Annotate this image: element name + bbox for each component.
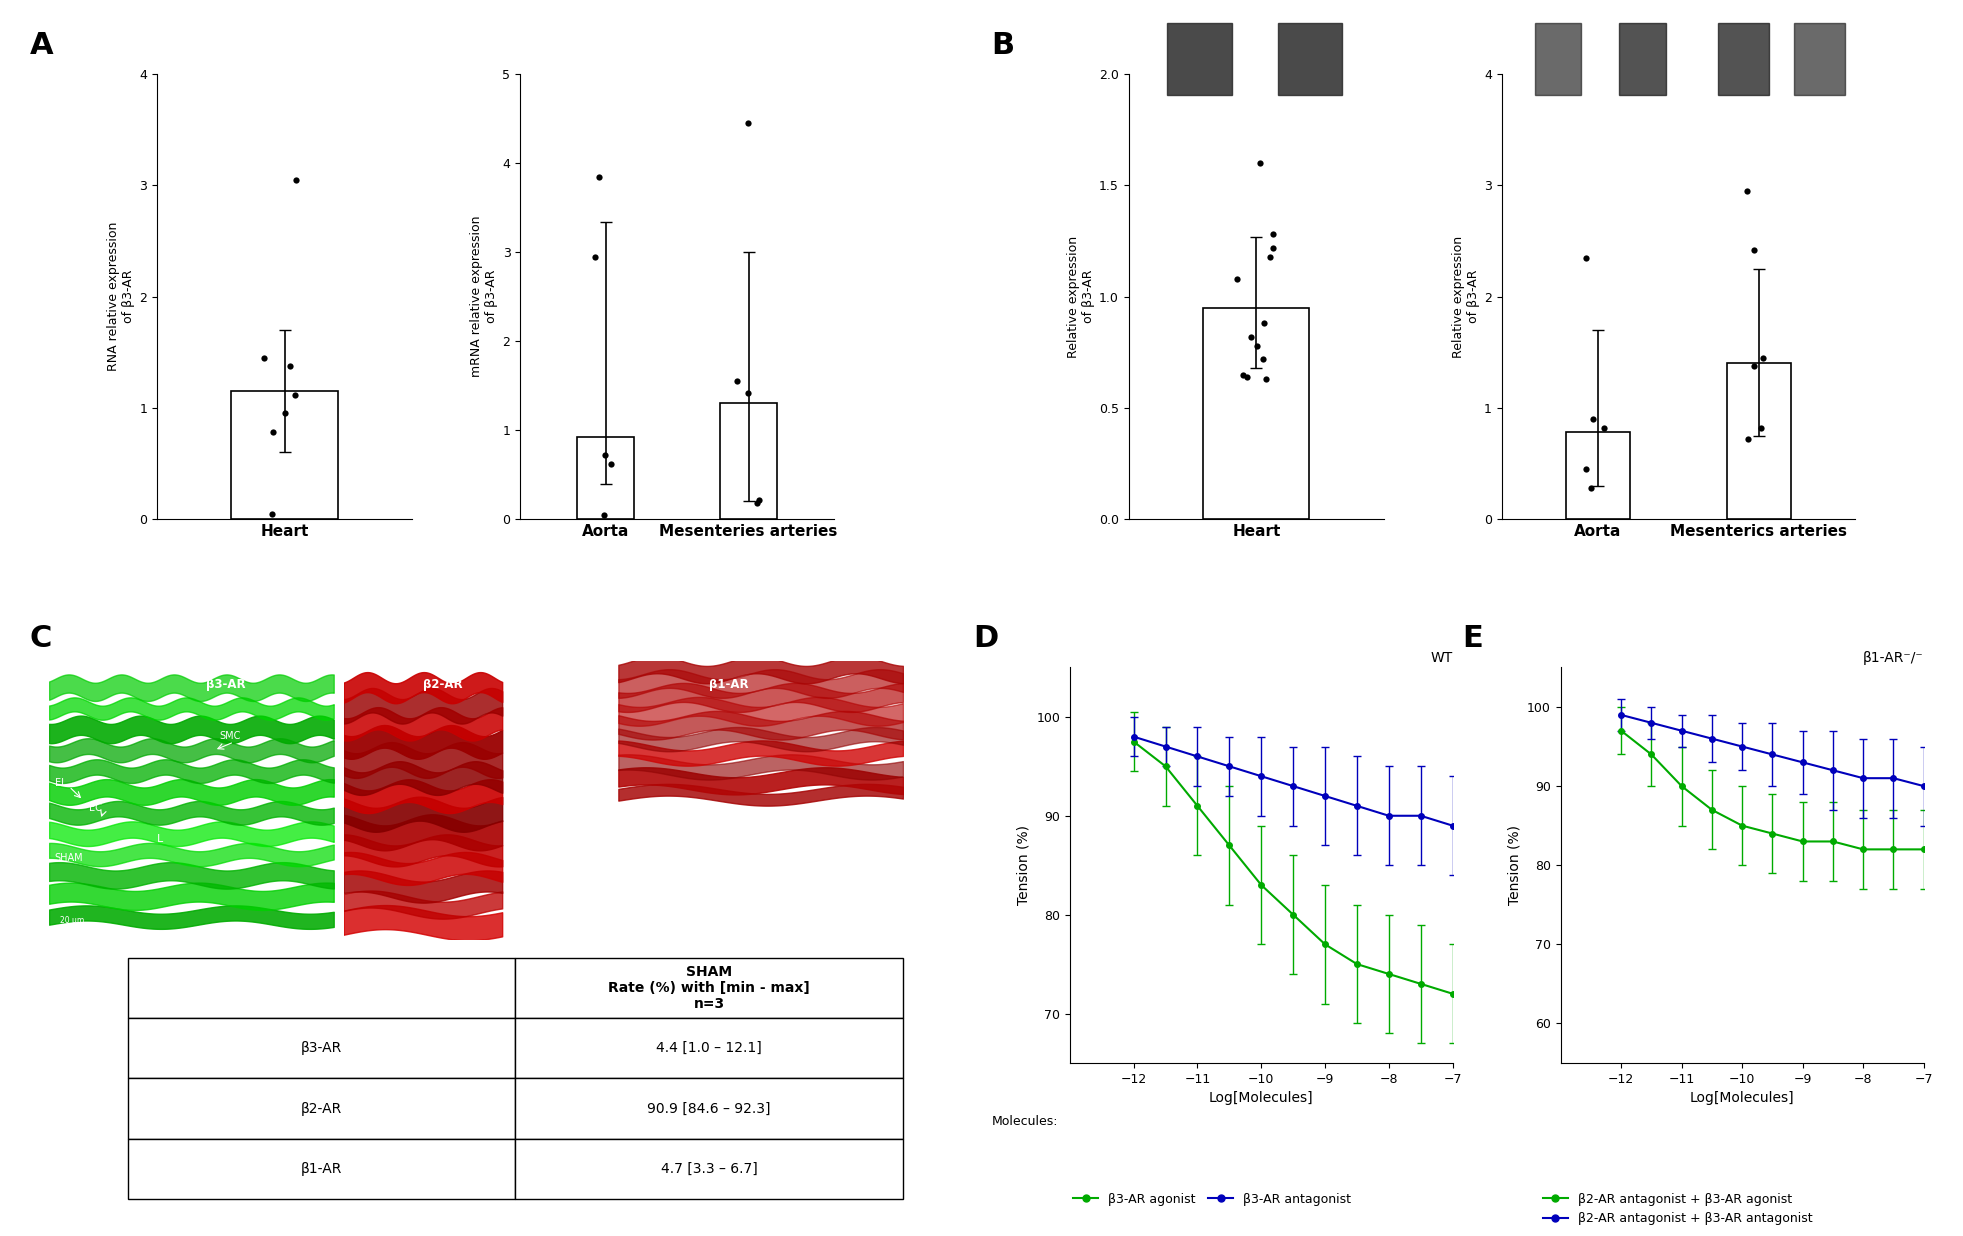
Text: β3-AR: β3-AR: [206, 677, 245, 691]
Text: L: L: [516, 826, 522, 836]
X-axis label: Log[Molecules]: Log[Molecules]: [1209, 1091, 1313, 1105]
Text: B: B: [991, 31, 1015, 59]
Text: WT: WT: [1431, 651, 1453, 665]
Legend: β3-AR agonist, β3-AR antagonist: β3-AR agonist, β3-AR antagonist: [1068, 1188, 1356, 1211]
Text: Molecules:: Molecules:: [991, 1115, 1058, 1128]
Bar: [720, 403, 777, 519]
Y-axis label: Tension (%): Tension (%): [1017, 826, 1031, 905]
Text: L: L: [738, 834, 744, 844]
Text: E: E: [1462, 624, 1484, 653]
Text: SHAM: SHAM: [55, 854, 82, 864]
Bar: [1718, 22, 1769, 95]
Text: β1-AR⁻/⁻: β1-AR⁻/⁻: [1863, 651, 1924, 665]
Bar: [577, 438, 634, 519]
Text: SMC: SMC: [220, 732, 241, 742]
Text: C: C: [29, 624, 51, 653]
Text: 20 μm: 20 μm: [61, 916, 84, 925]
Y-axis label: Tension (%): Tension (%): [1508, 826, 1521, 905]
Bar: [1535, 22, 1582, 95]
Text: EC: EC: [88, 803, 102, 813]
Bar: [232, 391, 338, 519]
Text: β2-AR: β2-AR: [422, 677, 463, 691]
Legend: β2-AR antagonist + β3-AR agonist, β2-AR antagonist + β3-AR antagonist: β2-AR antagonist + β3-AR agonist, β2-AR …: [1537, 1188, 1818, 1230]
Text: D: D: [974, 624, 999, 653]
Bar: [1619, 22, 1667, 95]
Text: β1-AR: β1-AR: [709, 677, 750, 691]
X-axis label: Log[Molecules]: Log[Molecules]: [1690, 1091, 1794, 1105]
Bar: [1566, 433, 1629, 519]
Y-axis label: Relative expression
of β3-AR: Relative expression of β3-AR: [1066, 236, 1095, 357]
Bar: [1203, 308, 1309, 519]
Text: EL: EL: [55, 779, 67, 789]
Y-axis label: mRNA relative expression
of β3-AR: mRNA relative expression of β3-AR: [471, 216, 499, 377]
Y-axis label: RNA relative expression
of β3-AR: RNA relative expression of β3-AR: [108, 222, 135, 371]
Bar: [1727, 363, 1790, 519]
Bar: [1794, 22, 1845, 95]
Y-axis label: Relative expression
of β3-AR: Relative expression of β3-AR: [1453, 236, 1480, 357]
Bar: [1168, 22, 1233, 95]
Bar: [1278, 22, 1343, 95]
Text: L: L: [157, 834, 163, 844]
Text: A: A: [29, 31, 53, 59]
